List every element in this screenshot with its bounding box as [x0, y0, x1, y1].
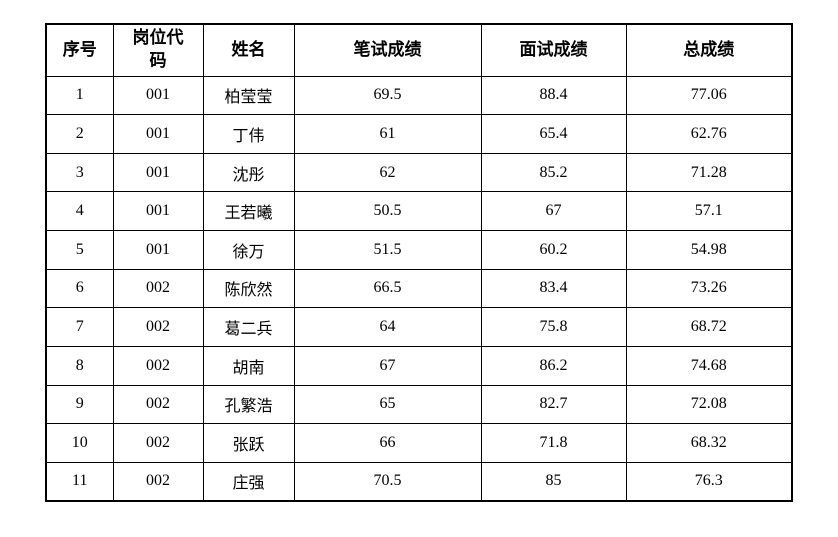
interview-score-cell: 65.4 — [480, 114, 627, 154]
name-cell: 沈彤 — [202, 152, 295, 193]
column-header-position-code: 岗位代码 — [112, 23, 204, 77]
name-cell: 胡南 — [202, 345, 295, 386]
column-header-written-score: 笔试成绩 — [293, 23, 482, 77]
name-cell: 庄强 — [202, 461, 295, 502]
interview-score-cell: 82.7 — [480, 384, 627, 425]
serial-cell: 5 — [45, 230, 114, 270]
name-cell: 徐万 — [202, 230, 295, 270]
written-score-cell: 50.5 — [293, 191, 482, 231]
name-cell: 葛二兵 — [202, 307, 295, 347]
serial-cell: 9 — [45, 384, 114, 425]
written-score-cell: 65 — [293, 384, 482, 425]
written-score-cell: 61 — [293, 114, 482, 154]
total-score-cell: 76.3 — [625, 461, 793, 502]
position-code-cell: 001 — [112, 75, 204, 116]
interview-score-cell: 85 — [480, 461, 627, 502]
written-score-cell: 62 — [293, 152, 482, 193]
name-cell: 张跃 — [202, 423, 295, 463]
serial-cell: 10 — [45, 423, 114, 463]
score-table: 序号 岗位代码 姓名 笔试成绩 面试成绩 总成绩 1 001 柏莹莹 69.5 88.4 77.06… — [45, 23, 793, 502]
interview-score-cell: 67 — [480, 191, 627, 231]
table-body: 1 001 柏莹莹 69.5 88.4 77.06 2 001 丁伟 61 65.4 62.76 3 00… — [45, 75, 793, 502]
total-score-cell: 77.06 — [625, 75, 793, 116]
table-row: 10 002 张跃 66 71.8 68.32 — [45, 423, 793, 463]
written-score-cell: 67 — [293, 345, 482, 386]
column-header-name: 姓名 — [202, 23, 295, 77]
name-cell: 柏莹莹 — [202, 75, 295, 116]
position-code-cell: 001 — [112, 114, 204, 154]
serial-cell: 1 — [45, 75, 114, 116]
name-cell: 丁伟 — [202, 114, 295, 154]
interview-score-cell: 88.4 — [480, 75, 627, 116]
position-code-cell: 002 — [112, 268, 204, 309]
table-row: 9 002 孔繁浩 65 82.7 72.08 — [45, 384, 793, 425]
table-row: 6 002 陈欣然 66.5 83.4 73.26 — [45, 268, 793, 309]
total-score-cell: 73.26 — [625, 268, 793, 309]
position-code-cell: 002 — [112, 461, 204, 502]
written-score-cell: 69.5 — [293, 75, 482, 116]
total-score-cell: 62.76 — [625, 114, 793, 154]
serial-cell: 7 — [45, 307, 114, 347]
position-code-cell: 002 — [112, 384, 204, 425]
header-row: 序号 岗位代码 姓名 笔试成绩 面试成绩 总成绩 — [45, 23, 793, 77]
serial-cell: 2 — [45, 114, 114, 154]
interview-score-cell: 83.4 — [480, 268, 627, 309]
written-score-cell: 64 — [293, 307, 482, 347]
table-row: 2 001 丁伟 61 65.4 62.76 — [45, 114, 793, 154]
table-row: 4 001 王若曦 50.5 67 57.1 — [45, 191, 793, 231]
serial-cell: 3 — [45, 152, 114, 193]
interview-score-cell: 71.8 — [480, 423, 627, 463]
position-code-cell: 001 — [112, 152, 204, 193]
position-code-cell: 001 — [112, 230, 204, 270]
serial-cell: 6 — [45, 268, 114, 309]
interview-score-cell: 75.8 — [480, 307, 627, 347]
table-row: 3 001 沈彤 62 85.2 71.28 — [45, 152, 793, 193]
table-row: 8 002 胡南 67 86.2 74.68 — [45, 345, 793, 386]
serial-cell: 8 — [45, 345, 114, 386]
written-score-cell: 66.5 — [293, 268, 482, 309]
position-code-cell: 002 — [112, 423, 204, 463]
name-cell: 王若曦 — [202, 191, 295, 231]
table-row: 1 001 柏莹莹 69.5 88.4 77.06 — [45, 75, 793, 116]
written-score-cell: 70.5 — [293, 461, 482, 502]
column-header-total-score: 总成绩 — [625, 23, 793, 77]
written-score-cell: 51.5 — [293, 230, 482, 270]
total-score-cell: 71.28 — [625, 152, 793, 193]
total-score-cell: 74.68 — [625, 345, 793, 386]
name-cell: 陈欣然 — [202, 268, 295, 309]
total-score-cell: 54.98 — [625, 230, 793, 270]
name-cell: 孔繁浩 — [202, 384, 295, 425]
table-row: 5 001 徐万 51.5 60.2 54.98 — [45, 230, 793, 270]
column-header-serial: 序号 — [45, 23, 114, 77]
serial-cell: 11 — [45, 461, 114, 502]
position-code-cell: 001 — [112, 191, 204, 231]
total-score-cell: 68.72 — [625, 307, 793, 347]
serial-cell: 4 — [45, 191, 114, 231]
table-row: 11 002 庄强 70.5 85 76.3 — [45, 461, 793, 502]
table-row: 7 002 葛二兵 64 75.8 68.72 — [45, 307, 793, 347]
position-code-cell: 002 — [112, 345, 204, 386]
interview-score-cell: 60.2 — [480, 230, 627, 270]
interview-score-cell: 86.2 — [480, 345, 627, 386]
interview-score-cell: 85.2 — [480, 152, 627, 193]
position-code-cell: 002 — [112, 307, 204, 347]
total-score-cell: 57.1 — [625, 191, 793, 231]
column-header-interview-score: 面试成绩 — [480, 23, 627, 77]
total-score-cell: 72.08 — [625, 384, 793, 425]
written-score-cell: 66 — [293, 423, 482, 463]
total-score-cell: 68.32 — [625, 423, 793, 463]
